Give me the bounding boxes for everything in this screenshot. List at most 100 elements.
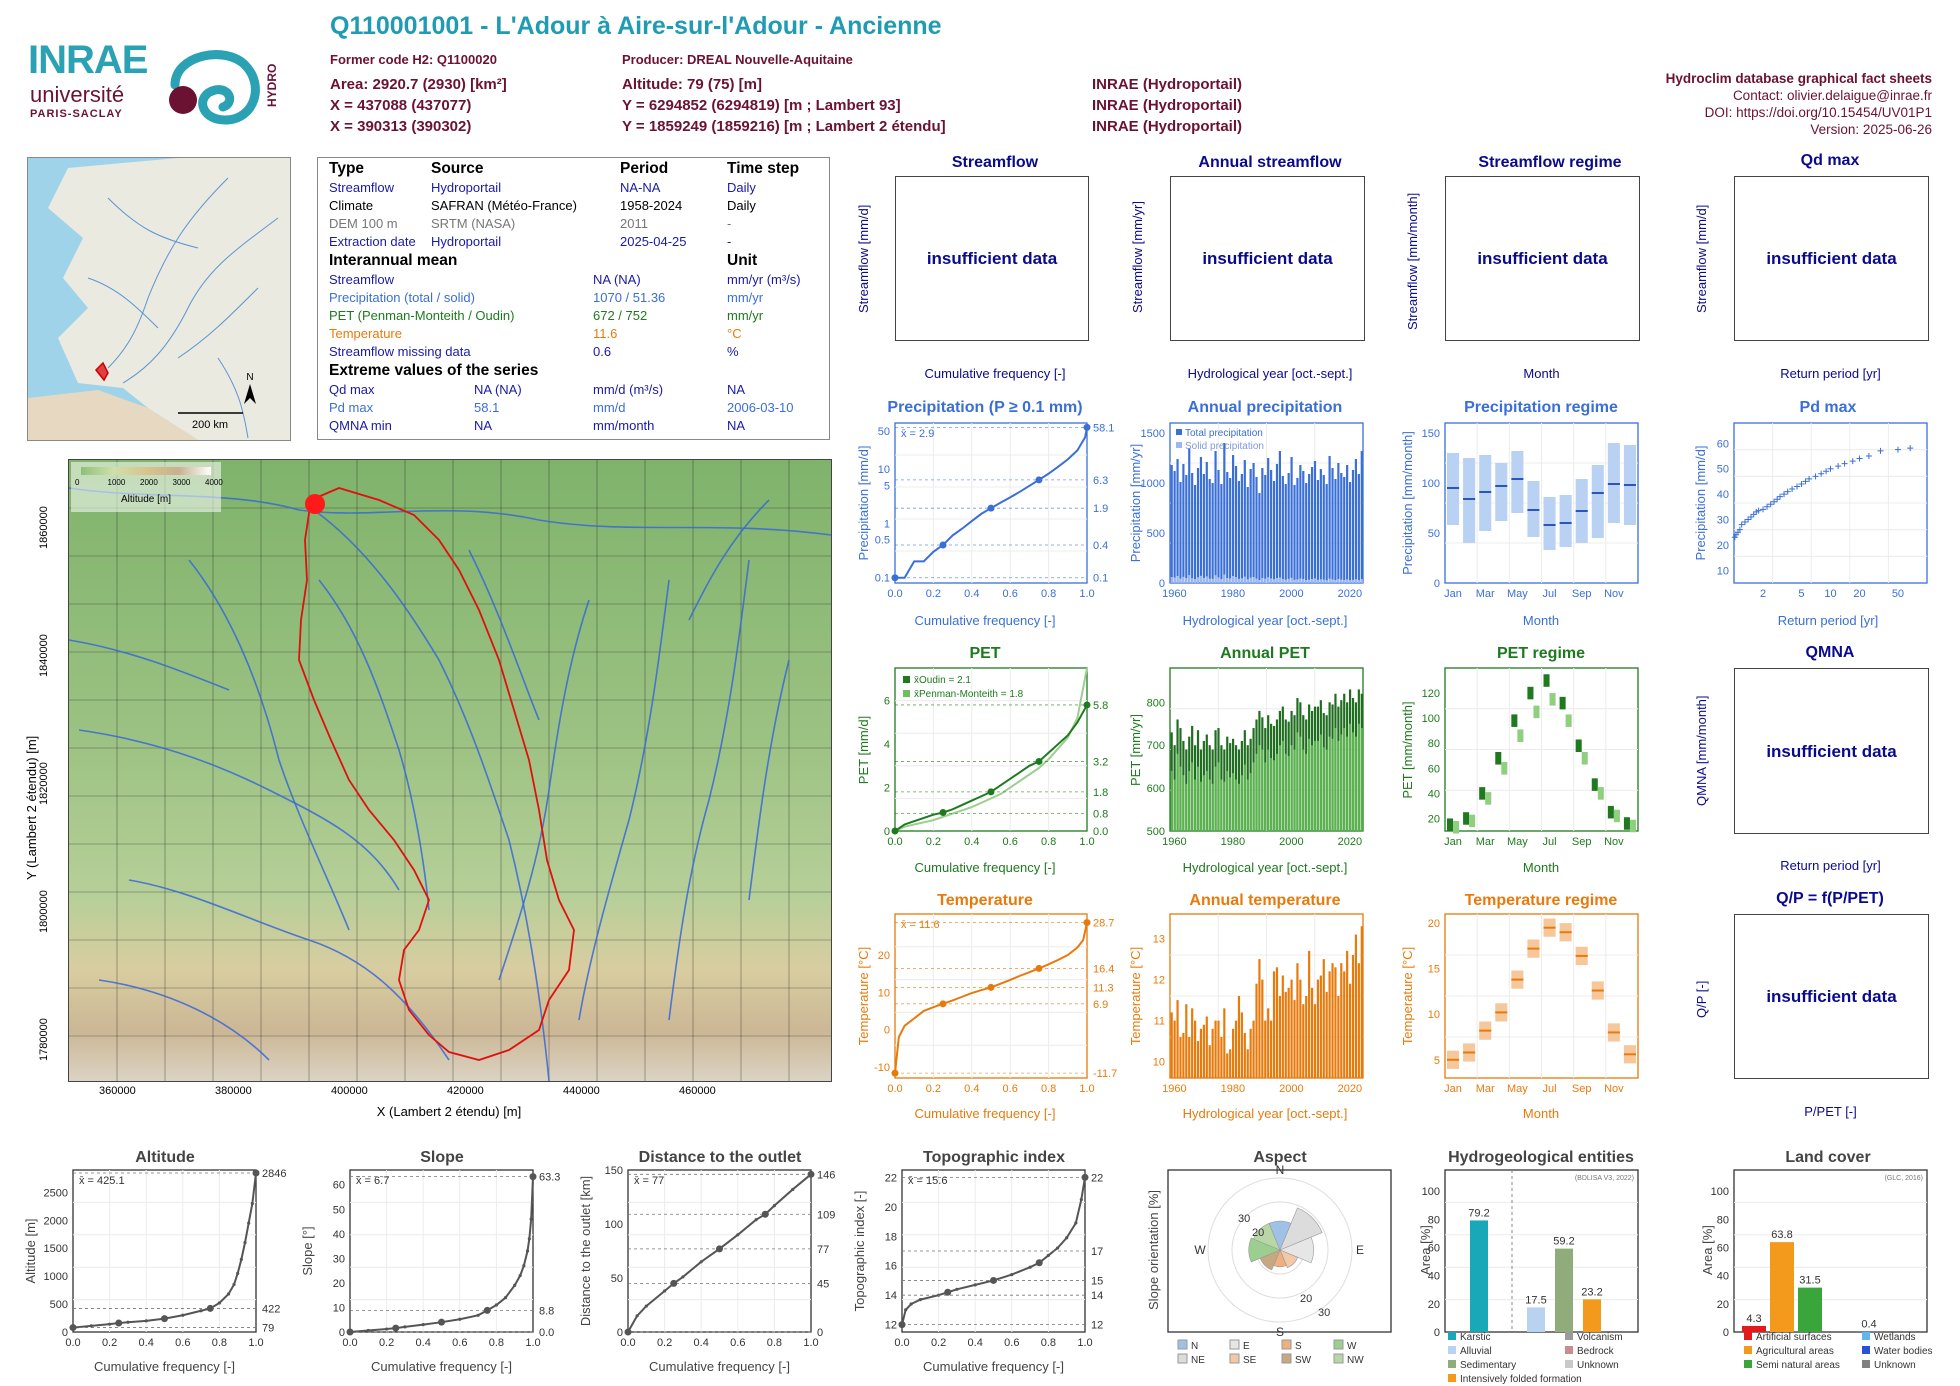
key-point — [891, 1069, 899, 1077]
compass-label: E — [1356, 1243, 1364, 1257]
x-tick-label: 2020 — [1338, 1083, 1362, 1095]
bar — [1357, 963, 1360, 1078]
series-point — [672, 1281, 676, 1285]
y-tick-label: 13 — [1153, 934, 1165, 946]
x-tick-label: 1980 — [1221, 836, 1245, 848]
plot-frame — [1167, 1169, 1392, 1333]
series-point — [239, 1257, 243, 1261]
legend-swatch — [1565, 1346, 1573, 1354]
scatter-point — [1841, 460, 1848, 467]
bar — [1328, 736, 1331, 831]
bar — [1275, 753, 1279, 831]
db-contact[interactable]: Contact: olivier.delaigue@inrae.fr — [1732, 88, 1932, 103]
key-point — [1081, 1173, 1089, 1181]
legend-swatch — [1176, 429, 1182, 435]
bar — [1249, 469, 1252, 583]
bar — [1322, 475, 1325, 583]
db-info: Hydroclim database graphical fact sheets… — [1512, 70, 1932, 138]
bar — [1249, 738, 1252, 831]
y-tick-label: 40 — [333, 1229, 345, 1241]
pd-max-ylabel: Precipitation [mm/d] — [1693, 446, 1708, 561]
universite-text: université — [30, 82, 125, 107]
key-point — [987, 788, 995, 796]
bar — [1220, 484, 1223, 583]
plot-frame — [1733, 422, 1928, 584]
bar — [1275, 967, 1279, 1078]
series-point — [1046, 1253, 1050, 1258]
area: Area: 2920.7 (2930) [km²] — [330, 76, 507, 93]
y-tick-label: 100 — [605, 1219, 623, 1231]
landcover-ylabel: Area [%] — [1700, 1225, 1715, 1275]
series-point — [494, 1303, 498, 1307]
bar — [1360, 926, 1363, 1078]
bar — [1240, 474, 1243, 583]
bar — [1354, 702, 1358, 831]
bar — [1340, 700, 1343, 831]
river — [688, 499, 770, 621]
qmna-title: QMNA — [1805, 644, 1855, 661]
key-point — [69, 1324, 77, 1332]
legend-swatch — [1565, 1332, 1573, 1340]
bar — [1191, 473, 1194, 583]
y-tick-label: 10 — [878, 464, 890, 476]
bar — [1340, 734, 1343, 831]
bar — [1176, 753, 1179, 831]
source-area: INRAE (Hydroportail) — [1092, 76, 1242, 93]
series-point — [1028, 1265, 1032, 1269]
bar — [1308, 579, 1311, 583]
bar — [1170, 770, 1173, 831]
xlabel-altitude: Cumulative frequency [-] — [94, 1359, 235, 1374]
scatter-point — [1865, 453, 1872, 460]
chart-annual_pet: 500 600 700 800 1960 1980 2000 2020 — [1147, 667, 1364, 848]
legend-swatch — [1281, 1339, 1292, 1350]
bar — [1331, 704, 1334, 831]
x-tick-label: Sep — [1572, 1083, 1592, 1095]
bar — [1267, 715, 1270, 831]
regime-box — [1485, 792, 1492, 805]
bar — [1346, 950, 1349, 1078]
info-h-extreme: Extreme values of the series — [329, 362, 539, 379]
x-tick-label: 10 — [1824, 588, 1836, 600]
scatter-point — [1764, 503, 1771, 510]
x-tick-label: May — [1507, 836, 1528, 848]
bar — [1199, 1028, 1203, 1078]
legend-swatch — [1281, 1353, 1292, 1364]
series-point — [144, 1319, 148, 1323]
x-tick-label: 0.4 — [968, 1337, 983, 1349]
bar — [1185, 749, 1188, 831]
pet-regime-ylabel: PET [mm/month] — [1400, 701, 1415, 798]
extreme-value: 58.1 — [474, 400, 500, 415]
streamflow-panel: insufficient data — [895, 176, 1089, 341]
y-tick-label: 0 — [1723, 1327, 1729, 1339]
x-tick-label: 0.0 — [887, 836, 902, 848]
y-tick-label: 60 — [1428, 763, 1440, 775]
bar — [1302, 749, 1305, 831]
bar — [1331, 738, 1334, 831]
bar — [1214, 1020, 1217, 1078]
bar — [1229, 743, 1232, 831]
info-type: Climate — [329, 198, 374, 213]
right-value-label: 22 — [1091, 1172, 1103, 1184]
info-source: SRTM (NASA) — [431, 216, 516, 231]
annual-precip-xlabel: Hydrological year [oct.-sept.] — [1183, 613, 1348, 628]
x-tick-label: Mar — [1476, 588, 1495, 600]
map-xlabel: X (Lambert 2 étendu) [m] — [376, 1104, 522, 1119]
x-tick-label: 0.4 — [694, 1337, 709, 1349]
right-value-label: 6.9 — [1093, 999, 1108, 1011]
terrain-background — [69, 460, 831, 1081]
db-doi[interactable]: DOI: https://doi.org/10.15454/UV01P1 — [1704, 105, 1932, 120]
pd-max-title: Pd max — [1800, 399, 1857, 416]
river — [78, 729, 400, 891]
y-tick-label: 0 — [1434, 578, 1440, 590]
bar — [1199, 457, 1203, 583]
legend-swatch — [1177, 1353, 1188, 1364]
bar — [1310, 579, 1314, 583]
bar — [1302, 1004, 1305, 1078]
x-tick-label: May — [1507, 1083, 1528, 1095]
bar — [1173, 471, 1176, 583]
bar — [1237, 481, 1241, 583]
series-point — [1010, 1272, 1014, 1277]
regime-box — [1575, 946, 1588, 966]
bar — [1337, 996, 1340, 1078]
river — [748, 659, 790, 901]
